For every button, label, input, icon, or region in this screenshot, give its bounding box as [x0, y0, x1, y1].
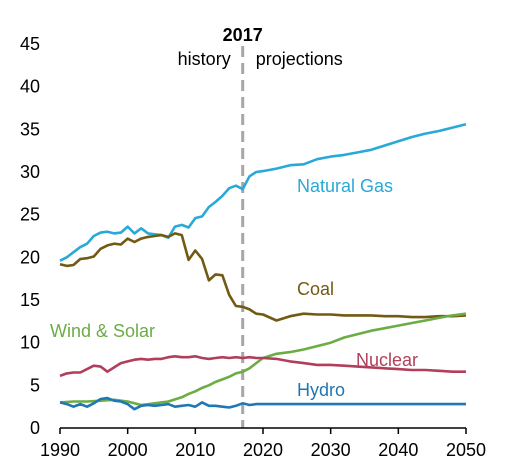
series-label-nuclear: Nuclear	[356, 350, 418, 370]
projections-label: projections	[256, 49, 343, 69]
series-line-hydro	[59, 396, 466, 411]
y-tick-label: 30	[20, 162, 40, 182]
x-tick-label: 1990	[40, 440, 80, 460]
series-label-coal: Coal	[297, 279, 334, 299]
y-tick-label: 35	[20, 119, 40, 139]
x-tick-label: 2030	[311, 440, 351, 460]
series-line-natural-gas	[59, 122, 467, 262]
y-tick-label: 10	[20, 333, 40, 353]
y-axis-ticks: 0 5 10 15 20 25 30 35 40 45	[20, 34, 40, 438]
series-label-natural-gas: Natural Gas	[297, 176, 393, 196]
series-label-hydro: Hydro	[297, 380, 345, 400]
y-tick-label: 0	[30, 418, 40, 438]
series-lines	[59, 122, 467, 411]
x-tick-label: 2040	[378, 440, 418, 460]
series-line-coal	[59, 232, 467, 322]
x-axis-ticks: 1990 2000 2010 2020 2030 2040 2050	[40, 428, 486, 460]
y-tick-label: 45	[20, 34, 40, 54]
divider-year-label: 2017	[223, 25, 263, 45]
y-tick-label: 40	[20, 77, 40, 97]
x-tick-label: 2020	[243, 440, 283, 460]
x-tick-label: 2050	[446, 440, 486, 460]
y-tick-label: 15	[20, 290, 40, 310]
x-tick-label: 2000	[108, 440, 148, 460]
series-label-wind-solar: Wind & Solar	[50, 321, 155, 341]
y-tick-label: 20	[20, 247, 40, 267]
series-line-nuclear	[59, 355, 466, 378]
y-tick-label: 5	[30, 375, 40, 395]
y-tick-label: 25	[20, 205, 40, 225]
x-tick-label: 2010	[175, 440, 215, 460]
history-label: history	[178, 49, 231, 69]
